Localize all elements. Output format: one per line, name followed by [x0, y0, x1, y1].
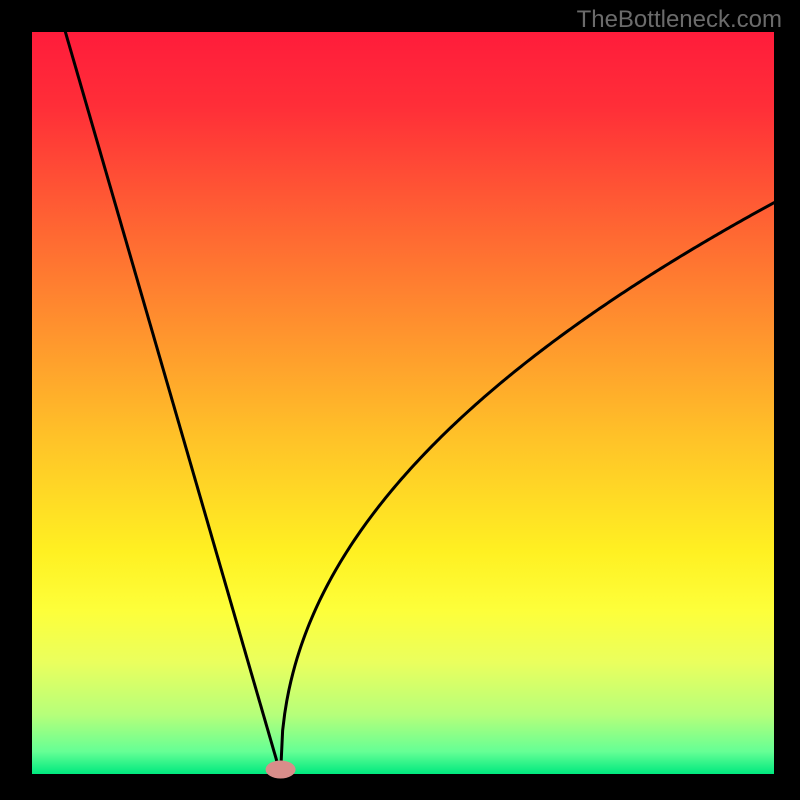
watermark-text: TheBottleneck.com: [577, 6, 782, 34]
chart-container: TheBottleneck.com: [0, 0, 800, 800]
bottleneck-chart: [0, 0, 800, 800]
plot-background: [32, 32, 774, 774]
minimum-marker: [266, 761, 296, 779]
